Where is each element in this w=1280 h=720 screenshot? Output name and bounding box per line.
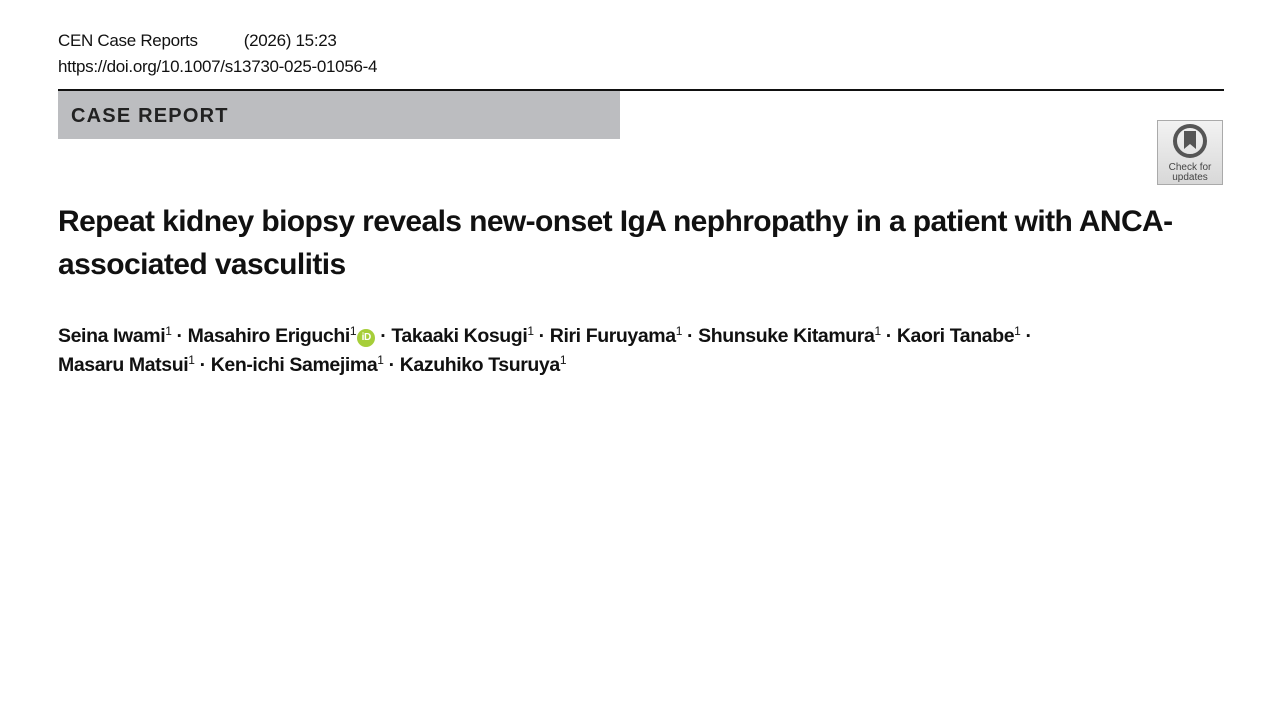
author-separator: · (533, 325, 550, 347)
author[interactable]: Masaru Matsui1 (58, 354, 195, 376)
author-name: Masaru Matsui (58, 354, 189, 376)
author-separator: · (194, 354, 211, 376)
author-affiliation: 1 (377, 353, 384, 367)
check-for-updates-button[interactable]: Check for updates (1157, 120, 1223, 185)
author[interactable]: Kazuhiko Tsuruya1 (399, 353, 567, 376)
author-separator: · (681, 325, 699, 347)
author-affiliation: 1 (1014, 324, 1021, 338)
check-updates-line2: updates (1172, 172, 1208, 183)
author[interactable]: Masahiro Eriguchi1 iD (188, 325, 376, 347)
orcid-icon[interactable]: iD (357, 329, 376, 347)
author[interactable]: Ken-ichi Samejima1 (211, 354, 384, 376)
author-separator: · (880, 325, 897, 347)
author-name: Takaaki Kosugi (391, 325, 528, 347)
author-separator: · (171, 325, 188, 347)
author-affiliation: 1 (675, 324, 683, 338)
author[interactable]: Kaori Tanabe1 (897, 325, 1021, 347)
author[interactable]: Shunsuke Kitamura1 (698, 325, 881, 347)
author[interactable]: Seina Iwami1 (58, 325, 172, 347)
header-rule (58, 89, 1224, 91)
author-name: Ken-ichi Samejima (210, 354, 378, 376)
author-separator: · (375, 325, 392, 347)
author-name: Riri Furuyama (549, 325, 676, 347)
author-affiliation: 1 (188, 353, 195, 367)
doi-link[interactable]: https://doi.org/10.1007/s13730-025-01056… (58, 57, 378, 76)
author-affiliation: 1 (527, 324, 534, 338)
author-name: Seina Iwami (58, 325, 166, 347)
journal-header: CEN Case Reports (2026) 15:23 https://doi… (58, 28, 377, 80)
author-separator: · (1020, 325, 1032, 347)
author-affiliation: 1 (559, 353, 567, 367)
author-affiliation: 1 (349, 324, 357, 338)
check-for-updates-icon (1173, 124, 1207, 158)
journal-name: CEN Case Reports (58, 31, 198, 50)
author-separator: · (383, 354, 400, 376)
author-affiliation: 1 (874, 324, 881, 338)
author-name: Shunsuke Kitamura (698, 325, 875, 347)
author-name: Masahiro Eriguchi (187, 325, 351, 347)
check-updates-line1: Check for (1168, 162, 1212, 173)
author-list: Seina Iwami1 · Masahiro Eriguchi1 iD · Ta… (58, 322, 1218, 380)
article-type-band: CASE REPORT (58, 91, 620, 139)
author-affiliation: 1 (165, 324, 172, 338)
article-type: CASE REPORT (71, 105, 229, 127)
author-name: Kazuhiko Tsuruya (399, 354, 561, 376)
author-name: Kaori Tanabe (896, 325, 1015, 347)
article-title: Repeat kidney biopsy reveals new-onset I… (58, 205, 1173, 281)
author[interactable]: Takaaki Kosugi1 (391, 324, 534, 347)
journal-volume: (2026) 15:23 (243, 31, 337, 50)
author[interactable]: Riri Furuyama1 (549, 324, 683, 347)
